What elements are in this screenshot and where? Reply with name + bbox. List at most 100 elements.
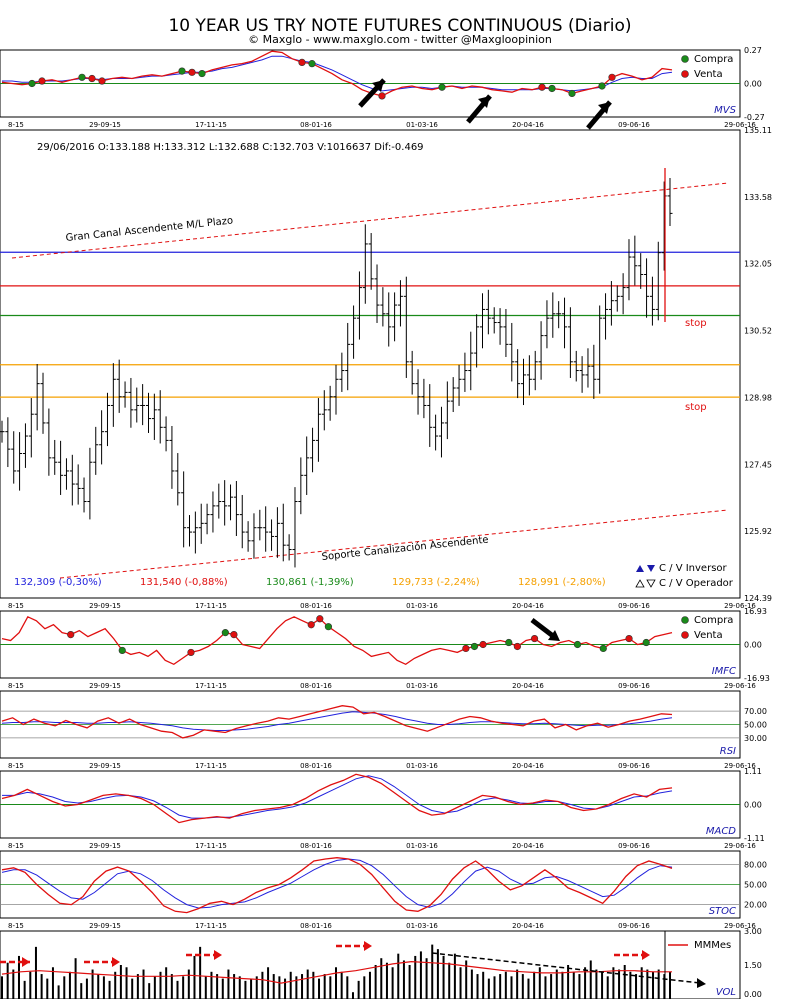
venta-dot bbox=[462, 644, 470, 653]
y-tick-label: 124.39 bbox=[744, 594, 772, 603]
panel-name: VOL bbox=[716, 987, 736, 998]
compra-dot bbox=[642, 638, 650, 647]
stop-label: stop bbox=[685, 318, 707, 329]
level-label: 129,733 (-2,24%) bbox=[392, 577, 480, 588]
x-tick-label: 29-09-15 bbox=[89, 922, 121, 930]
venta-dot bbox=[187, 648, 195, 657]
x-tick-label: 08-01-16 bbox=[300, 922, 332, 930]
rsi-line bbox=[1, 705, 673, 739]
x-tick-label: 29-06-16 bbox=[724, 602, 756, 610]
panel-frame-Price bbox=[0, 129, 741, 599]
x-tick-label: 20-04-16 bbox=[512, 602, 544, 610]
imfc-line bbox=[1, 615, 673, 666]
volume-average-line bbox=[1, 960, 672, 984]
x-tick-label: 09-06-16 bbox=[618, 762, 650, 770]
compra-dot bbox=[28, 79, 36, 88]
volume-trend-line bbox=[431, 952, 701, 984]
x-tick-label: 29-09-15 bbox=[89, 602, 121, 610]
compra-dot bbox=[598, 82, 606, 90]
y-tick-label: 30.00 bbox=[744, 734, 767, 743]
x-tick-label: 20-04-16 bbox=[512, 121, 544, 129]
y-tick-label: 50.00 bbox=[744, 721, 767, 730]
compra-dot bbox=[221, 629, 229, 637]
panel-frame-vol bbox=[0, 930, 741, 999]
compra-dot bbox=[198, 69, 206, 78]
compra-dot bbox=[470, 642, 479, 651]
mvs-line bbox=[1, 50, 673, 97]
legend-label: C / V Operador bbox=[659, 578, 734, 589]
x-tick-label: 29-06-16 bbox=[724, 682, 756, 690]
level-label: 132,309 (-0,30%) bbox=[14, 577, 102, 588]
trend-arrow-head bbox=[22, 957, 30, 967]
trend-arrow-head bbox=[642, 950, 650, 960]
operador-sell-icon bbox=[646, 579, 656, 588]
panel-name: STOC bbox=[709, 906, 736, 917]
x-tick-label: 17-11-15 bbox=[195, 121, 227, 129]
stop-label: stop bbox=[685, 402, 707, 413]
trend-arrow-head bbox=[214, 950, 222, 960]
venta-dot bbox=[230, 631, 238, 639]
venta-dot bbox=[88, 74, 96, 83]
x-tick-label: 29-09-15 bbox=[89, 842, 121, 850]
venta-dot bbox=[378, 92, 386, 100]
x-tick-label: 8-15 bbox=[8, 922, 24, 930]
compra-dot bbox=[573, 640, 582, 649]
y-tick-label: 130.52 bbox=[744, 326, 772, 335]
y-tick-label: 3.00 bbox=[744, 927, 762, 936]
venta-dot bbox=[67, 631, 75, 639]
panel-name: MACD bbox=[706, 826, 736, 837]
x-tick-label: 20-04-16 bbox=[512, 762, 544, 770]
y-tick-label: 70.00 bbox=[744, 707, 767, 716]
venta-dot bbox=[307, 621, 315, 629]
upper-channel-label: Gran Canal Ascendente M/L Plazo bbox=[65, 215, 233, 244]
x-tick-label: 17-11-15 bbox=[195, 682, 227, 690]
x-tick-label: 29-09-15 bbox=[89, 682, 121, 690]
pointer-arrow-head bbox=[598, 102, 610, 114]
x-tick-label: 01-03-16 bbox=[406, 922, 438, 930]
y-tick-label: 0.00 bbox=[744, 80, 762, 89]
inversor-sell-icon bbox=[647, 565, 655, 572]
x-tick-label: 09-06-16 bbox=[618, 602, 650, 610]
x-tick-label: 8-15 bbox=[8, 682, 24, 690]
x-tick-label: 01-03-16 bbox=[406, 842, 438, 850]
venta-dot bbox=[479, 640, 487, 649]
macd-line bbox=[1, 773, 673, 824]
x-tick-label: 17-11-15 bbox=[195, 842, 227, 850]
x-tick-label: 09-06-16 bbox=[618, 922, 650, 930]
legend-label: Compra bbox=[694, 54, 733, 65]
y-tick-label: 1.11 bbox=[744, 767, 762, 776]
volume-trend-head bbox=[697, 978, 706, 988]
legend-label: Venta bbox=[694, 630, 723, 641]
x-tick-label: 08-01-16 bbox=[300, 762, 332, 770]
y-tick-label: -0.27 bbox=[744, 113, 765, 122]
x-tick-label: 8-15 bbox=[8, 842, 24, 850]
y-tick-label: 132.05 bbox=[744, 260, 772, 269]
x-tick-label: 08-01-16 bbox=[300, 842, 332, 850]
x-tick-label: 01-03-16 bbox=[406, 121, 438, 129]
chart-subtitle: © Maxglo - www.maxglo.com - twitter @Max… bbox=[248, 33, 552, 46]
chart-title: 10 YEAR US TRY NOTE FUTURES CONTINUOUS (… bbox=[168, 16, 632, 36]
venta-legend-icon bbox=[681, 631, 689, 639]
y-tick-label: 20.00 bbox=[744, 901, 767, 910]
panel-name: MVS bbox=[714, 105, 736, 116]
venta-dot bbox=[298, 58, 306, 67]
panel-name: IMFC bbox=[712, 666, 736, 677]
trend-arrow-head bbox=[112, 957, 120, 967]
trend-arrow-head bbox=[364, 941, 372, 951]
x-tick-label: 08-01-16 bbox=[300, 602, 332, 610]
y-tick-label: 128.98 bbox=[744, 394, 772, 403]
y-tick-label: -16.93 bbox=[744, 674, 770, 683]
x-tick-label: 8-15 bbox=[8, 121, 24, 129]
y-tick-label: 1.50 bbox=[744, 961, 762, 970]
pointer-arrow-head bbox=[548, 630, 560, 641]
compra-dot bbox=[118, 646, 126, 655]
level-label: 128,991 (-2,80%) bbox=[518, 577, 606, 588]
x-tick-label: 29-06-16 bbox=[724, 121, 756, 129]
level-label: 131,540 (-0,88%) bbox=[140, 577, 228, 588]
level-label: 130,861 (-1,39%) bbox=[266, 577, 354, 588]
stoc-signal-line bbox=[1, 858, 673, 909]
ohlc-info: 29/06/2016 O:133.188 H:133.312 L:132.688… bbox=[37, 142, 424, 153]
venta-dot bbox=[188, 68, 196, 76]
y-tick-label: 0.00 bbox=[744, 641, 762, 650]
